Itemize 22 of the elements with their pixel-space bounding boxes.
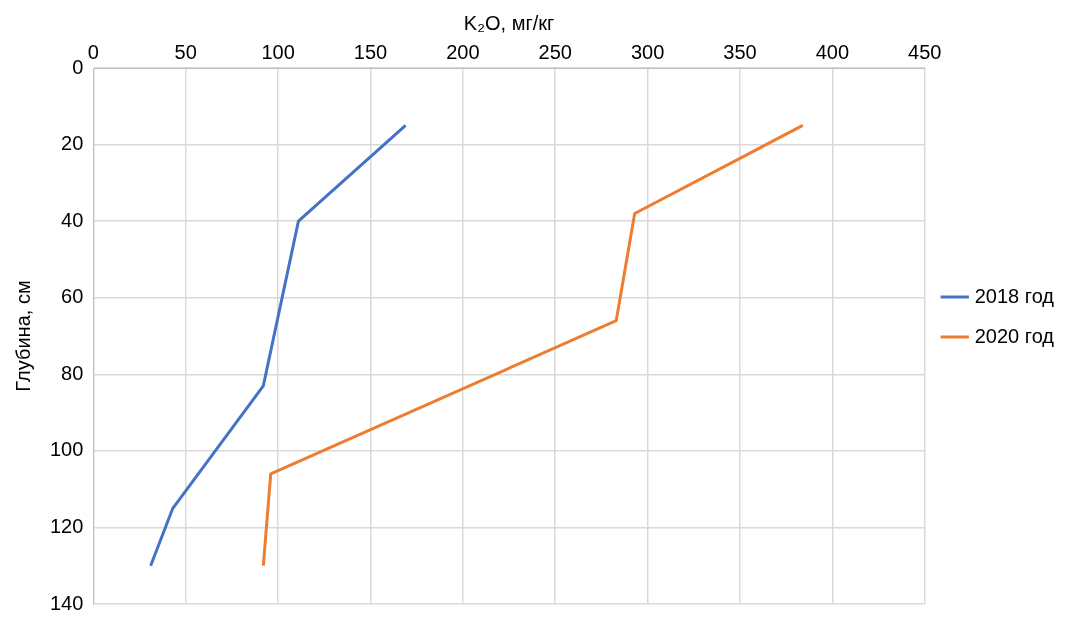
y-tick-label: 20: [61, 132, 84, 155]
y-tick-label: 80: [61, 361, 84, 384]
y-axis-title: Глубина, см: [11, 280, 34, 392]
x-tick-label: 0: [87, 40, 99, 63]
y-tick-label: 60: [61, 285, 84, 308]
x-tick-label: 50: [174, 40, 197, 63]
legend-label: 2020 год: [974, 324, 1055, 347]
x-tick-label: 200: [446, 40, 480, 63]
x-axis-title: K₂O, мг/кг: [463, 11, 555, 34]
y-tick-label: 140: [49, 591, 84, 614]
x-tick-label: 350: [723, 40, 757, 63]
x-tick-label: 250: [538, 40, 572, 63]
x-tick-label: 100: [261, 40, 295, 63]
legend-label: 2018 год: [974, 284, 1055, 307]
x-tick-label: 150: [353, 40, 388, 63]
y-tick-label: 40: [61, 208, 84, 231]
y-tick-label: 100: [49, 438, 84, 461]
x-tick-label: 300: [630, 40, 665, 63]
y-tick-label: 0: [72, 55, 84, 78]
x-tick-label: 450: [908, 40, 942, 63]
y-tick-label: 120: [49, 514, 84, 537]
x-tick-label: 400: [815, 40, 850, 63]
